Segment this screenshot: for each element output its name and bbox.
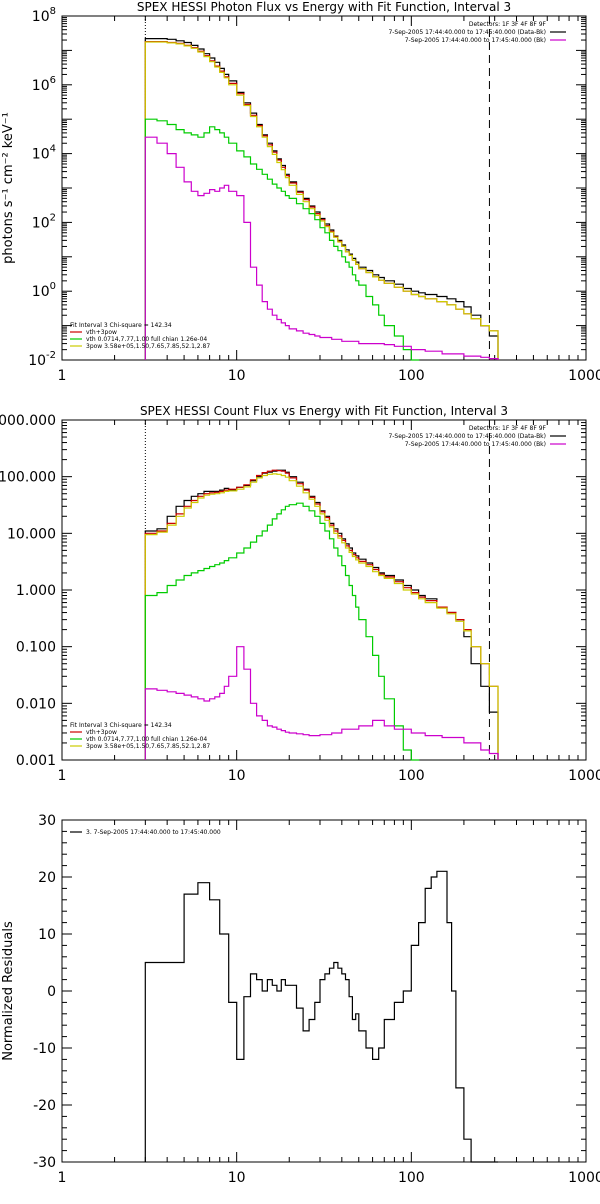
x-tick-label: 1000	[568, 368, 600, 384]
y-tick-label: 0.010	[16, 696, 56, 712]
x-tick-label: 100	[398, 768, 425, 784]
series-line-2	[144, 41, 499, 360]
x-tick-label: 10	[228, 1170, 246, 1186]
y-tick-label: 1000.000	[0, 413, 56, 429]
y-tick-label: -10	[33, 1041, 56, 1057]
legend-entry: 3pow 3.58e+05,1.50,7.65,7.85,52.1,2.87	[86, 743, 210, 750]
y-tick-label: 0.001	[16, 753, 56, 769]
legend-entry: 3. 7-Sep-2005 17:44:40.000 to 17:45:40.0…	[86, 829, 221, 836]
series-line-5	[144, 646, 499, 760]
chart-2: SPEX HESSI Count Flux vs Energy with Fit…	[0, 404, 600, 784]
y-tick-label: 108	[32, 6, 56, 25]
x-tick-label: 1	[58, 1170, 67, 1186]
chart-title: SPEX HESSI Count Flux vs Energy with Fit…	[140, 404, 508, 418]
chart-1: SPEX HESSI Photon Flux vs Energy with Fi…	[1, 0, 600, 384]
x-tick-label: 1	[58, 768, 67, 784]
x-tick-label: 1000	[568, 768, 600, 784]
y-tick-label: 100	[32, 281, 56, 300]
info-text: 7-Sep-2005 17:44:40.000 to 17:45:40.000 …	[405, 441, 546, 448]
series-line-3	[144, 473, 499, 760]
y-tick-label-base: 10	[32, 215, 50, 231]
chart-title: SPEX HESSI Photon Flux vs Energy with Fi…	[137, 0, 511, 14]
y-tick-label: 1.000	[16, 583, 56, 599]
y-tick-label: 0.100	[16, 640, 56, 656]
y-tick-label-base: 10	[32, 9, 50, 25]
y-tick-label: 10.000	[7, 526, 56, 542]
y-axis-label: Normalized Residuals	[1, 921, 16, 1061]
series-line-1	[144, 870, 498, 1163]
info-text: 7-Sep-2005 17:44:40.000 to 17:45:40.000 …	[388, 433, 546, 440]
legend-entry: 3pow 3.58e+05,1.50,7.65,7.85,52.1,2.87	[86, 343, 210, 350]
legend-entry: Fit Interval 3 Chi-square = 142.34	[70, 322, 172, 329]
x-tick-label: 1	[58, 368, 67, 384]
legend-entry: vth+3pow	[86, 729, 117, 736]
info-text: Detectors: 1F 3F 4F 8F 9F	[469, 21, 547, 28]
y-tick-label: 100.000	[0, 470, 56, 486]
y-tick-label: 106	[32, 75, 56, 94]
y-tick-label-exponent: 0	[50, 281, 56, 292]
x-tick-label: 10	[228, 768, 246, 784]
plot-frame	[61, 819, 587, 1163]
y-tick-label: 10-2	[28, 350, 56, 369]
series-line-5	[144, 136, 499, 360]
plot-frame	[61, 419, 587, 761]
x-tick-label: 10	[228, 368, 246, 384]
legend-entry: Fit Interval 3 Chi-square = 142.34	[70, 722, 172, 729]
x-tick-label: 100	[398, 1170, 425, 1186]
info-text: 7-Sep-2005 17:44:40.000 to 17:45:40.000 …	[388, 29, 546, 36]
legend-entry: vth+3pow	[86, 329, 117, 336]
y-tick-label-exponent: 8	[50, 6, 56, 17]
y-tick-label: 10	[38, 927, 56, 943]
chart-3: 1 10 100 1000 -30 -20 -10 0 10 20 30 Normalized Res…	[1, 813, 600, 1186]
y-tick-label-base: 10	[32, 147, 50, 163]
legend-entry: vth 0.0714,7.77,1.00 full chian 1.26e-04	[86, 336, 207, 343]
y-tick-label-exponent: 2	[50, 212, 56, 223]
y-axis-label: photons s⁻¹ cm⁻² keV⁻¹	[1, 112, 16, 264]
y-tick-label-exponent: 6	[50, 75, 56, 86]
y-tick-label-base: 10	[32, 284, 50, 300]
x-tick-label: 100	[398, 368, 425, 384]
y-tick-label: 102	[32, 212, 56, 231]
x-tick-label: 1000	[568, 1170, 600, 1186]
y-tick-label: 0	[47, 984, 56, 1000]
info-text: Detectors: 1F 3F 4F 8F 9F	[469, 425, 547, 432]
series-line-4	[144, 118, 420, 361]
plot-frame	[61, 15, 587, 361]
y-tick-label-exponent: -2	[46, 350, 56, 361]
y-tick-label-exponent: 4	[50, 144, 56, 155]
legend-entry: vth 0.0714,7.77,1.00 full chian 1.26e-04	[86, 736, 207, 743]
y-tick-label: 30	[38, 813, 56, 829]
info-text: 7-Sep-2005 17:44:40.000 to 17:45:40.000 …	[405, 37, 546, 44]
series-line-1	[144, 38, 499, 360]
y-tick-label: -20	[33, 1098, 56, 1114]
series-line-3	[144, 41, 499, 360]
y-tick-label: 20	[38, 870, 56, 886]
y-tick-label: -30	[33, 1155, 56, 1171]
series-line-4	[144, 502, 420, 761]
y-tick-label-base: 10	[32, 78, 50, 94]
y-tick-label: 104	[32, 144, 56, 163]
y-tick-label-base: 10	[28, 353, 46, 369]
